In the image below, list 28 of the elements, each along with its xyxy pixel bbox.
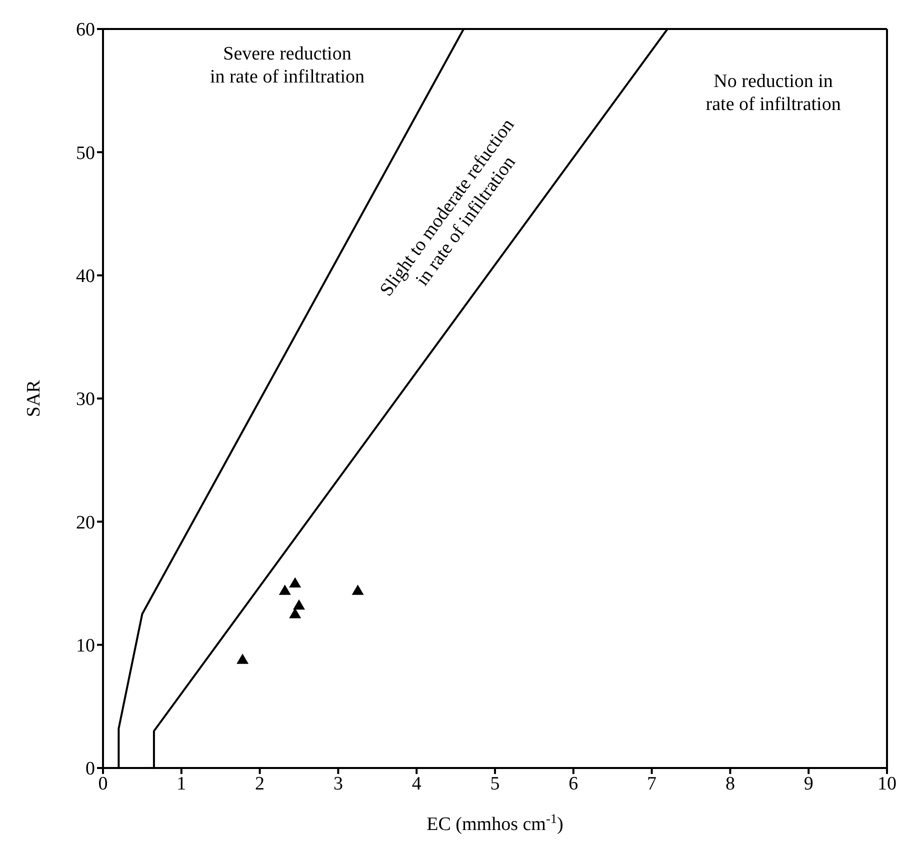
point: [293, 599, 305, 610]
x-tick-label: 4: [412, 773, 422, 794]
x-tick-label: 6: [568, 773, 578, 794]
y-tick-label: 60: [76, 20, 95, 41]
y-tick-label: 50: [76, 142, 95, 164]
point: [236, 654, 249, 664]
x-tick-label: 3: [333, 773, 343, 794]
x-tick-label: 9: [804, 773, 814, 794]
y-tick-label: 30: [76, 389, 95, 410]
x-tick-label: 10: [878, 773, 896, 794]
y-tick-label: 0: [86, 758, 95, 780]
annotation: No reduction in rate of infiltration: [706, 70, 842, 115]
x-tick-label: 0: [98, 773, 108, 794]
y-tick-label: 20: [76, 512, 95, 534]
y-tick-label: 10: [76, 636, 95, 657]
x-tick-label: 8: [725, 773, 735, 794]
point: [289, 608, 302, 618]
y-axis-title: SAR: [24, 380, 45, 417]
x-tick-label: 7: [647, 773, 657, 794]
x-tick-label: 5: [490, 773, 500, 794]
y-tick-label: 40: [76, 266, 95, 288]
x-tick-label: 2: [255, 773, 265, 794]
point: [352, 584, 364, 595]
annotation: Severe reduction in rate of infiltration: [210, 43, 366, 88]
x-axis-title: EC (mmhos cm$^{-1}$): [426, 810, 564, 835]
point: [278, 584, 291, 595]
point: [289, 577, 302, 588]
x-tick-label: 1: [176, 773, 186, 794]
